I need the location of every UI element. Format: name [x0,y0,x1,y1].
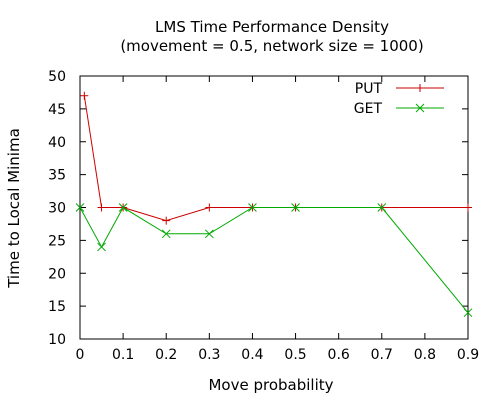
y-tick-label: 15 [48,299,66,315]
get-point [248,203,257,212]
get-point-d2 [463,308,473,318]
x-tick-label: 0.2 [155,347,177,363]
x-tick-label: 0.7 [371,347,393,363]
put-point [80,91,89,100]
x-axis-label: Move probability [208,376,333,394]
put-series-line [83,95,468,222]
y-tick-label: 35 [48,168,66,184]
get-point [377,203,387,212]
x-tick-label: 0.3 [198,347,220,363]
x-tick-label: 0.4 [241,347,263,363]
y-axis-label: Time to Local Minima [5,128,23,289]
get-point [97,242,106,252]
get-point [463,308,473,318]
y-tick-label: 40 [48,135,66,151]
legend-marker-get-d2 [415,103,425,113]
y-axis: 10 15 20 25 30 35 40 45 50 [48,69,468,348]
x-axis: 0 0.1 0.2 0.3 0.4 0.5 0.6 0.7 0.8 0.9 [76,76,479,363]
get-point-d2 [204,229,214,239]
y-tick-label: 50 [48,69,66,85]
get-series-line [79,206,469,314]
legend-label-get: GET [354,101,383,117]
x-tick-label: 0.9 [457,347,479,363]
x-tick-label: 0.5 [284,347,306,363]
legend-marker-put [416,84,424,92]
legend: PUT GET [354,81,444,117]
put-point [464,203,472,212]
x-tick-label: 0.6 [328,347,350,363]
x-tick-label: 0.1 [112,347,134,363]
get-point-d2 [97,242,106,252]
get-point-d2 [377,203,387,212]
y-tick-label: 45 [48,102,66,118]
put-point [162,216,171,225]
put-point [205,203,214,212]
y-tick-label: 10 [48,332,66,348]
x-tick-label: 0.8 [414,347,436,363]
get-point [161,229,171,239]
get-point [75,203,85,212]
get-point-d2 [75,203,85,212]
get-point [291,203,300,212]
get-point-d2 [291,203,300,212]
put-point [97,203,106,212]
series-layer [75,91,473,318]
y-tick-label: 20 [48,266,66,282]
chart-subtitle: (movement = 0.5, network size = 1000) [120,37,423,55]
chart-title: LMS Time Performance Density [155,18,389,36]
get-point [204,229,214,239]
legend-marker-get [415,103,425,113]
y-tick-label: 25 [48,233,66,249]
y-tick-label: 30 [48,201,66,217]
get-point [118,203,128,212]
get-point-d2 [161,229,171,239]
get-point-d2 [248,203,257,212]
get-point-d2 [118,203,128,212]
x-tick-label: 0 [76,347,85,363]
legend-label-put: PUT [355,81,383,97]
